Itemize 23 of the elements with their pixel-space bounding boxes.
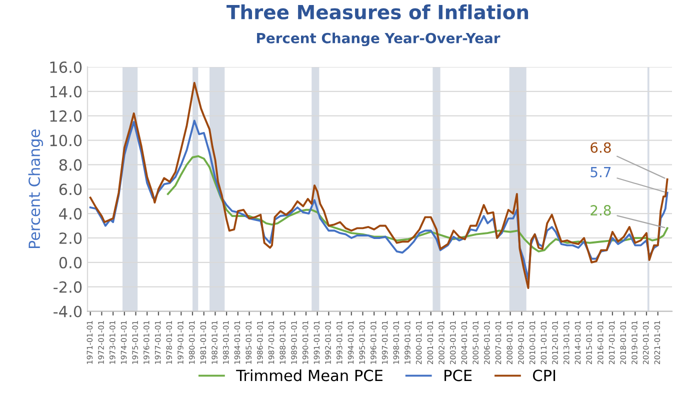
y-tick-label: -4.0: [54, 306, 82, 318]
line-series: [166, 155, 668, 252]
annotation: 5.7: [590, 167, 611, 178]
y-tick-label: 8.0: [59, 159, 82, 171]
y-tick-label: 14.0: [50, 86, 82, 98]
annotation: 6.8: [590, 142, 611, 153]
y-tick-label: 12.0: [50, 110, 82, 122]
y-tick-label: 16.0: [50, 61, 82, 73]
y-tick-label: 10.0: [50, 134, 82, 146]
y-tick-label: 0.0: [59, 256, 82, 268]
y-tick-label: 4.0: [59, 208, 82, 220]
chart-title: Three Measures of Inflation: [226, 4, 528, 20]
line-series: [89, 82, 668, 290]
annotation: 2.8: [590, 205, 611, 216]
legend-label: PCE: [444, 370, 472, 382]
y-tick-label: 6.0: [59, 184, 82, 196]
legend-label: Trimmed Mean PCE: [236, 369, 382, 382]
y-tick-label: 2.0: [59, 232, 82, 244]
line-series: [89, 120, 668, 280]
y-tick-label: -2.0: [54, 281, 82, 293]
legend-label: CPI: [533, 370, 556, 382]
y-axis-title: Percent Change: [28, 130, 44, 248]
chart-subtitle: Percent Change Year-Over-Year: [257, 32, 500, 46]
